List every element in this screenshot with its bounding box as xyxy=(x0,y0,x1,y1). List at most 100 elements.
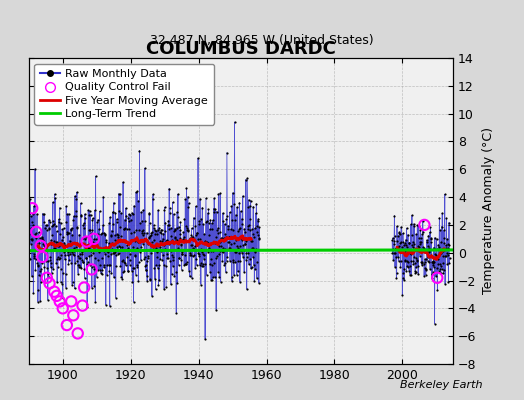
Point xyxy=(97,255,106,261)
Point xyxy=(214,225,222,231)
Point xyxy=(160,206,169,213)
Point xyxy=(59,295,67,302)
Point xyxy=(239,254,247,260)
Point xyxy=(61,252,69,258)
Point xyxy=(31,267,39,273)
Point xyxy=(222,258,231,264)
Point xyxy=(169,257,178,263)
Point xyxy=(210,195,219,202)
Point xyxy=(413,258,421,264)
Point xyxy=(146,233,155,240)
Point xyxy=(106,214,114,220)
Point xyxy=(28,236,36,242)
Point xyxy=(163,255,172,261)
Point xyxy=(199,260,207,267)
Point xyxy=(128,247,136,253)
Point xyxy=(107,251,115,258)
Point xyxy=(88,266,96,273)
Point xyxy=(396,240,404,246)
Point xyxy=(147,232,155,238)
Point xyxy=(100,264,108,270)
Point xyxy=(40,218,48,225)
Point xyxy=(33,259,41,266)
Point xyxy=(444,278,453,285)
Point xyxy=(179,236,188,243)
Point xyxy=(139,230,148,236)
Point xyxy=(244,250,252,256)
Point xyxy=(254,234,263,241)
Point xyxy=(227,241,235,248)
Point xyxy=(190,246,198,252)
Point xyxy=(209,248,217,255)
Point xyxy=(121,226,129,232)
Point xyxy=(391,264,399,270)
Point xyxy=(43,222,51,228)
Point xyxy=(154,207,162,214)
Point xyxy=(191,243,199,250)
Point xyxy=(70,244,79,251)
Point xyxy=(225,209,234,216)
Point xyxy=(111,236,119,243)
Point xyxy=(86,261,94,268)
Point xyxy=(103,262,112,268)
Point xyxy=(59,225,68,232)
Point xyxy=(99,222,107,228)
Point xyxy=(432,252,440,258)
Point xyxy=(41,222,50,228)
Point xyxy=(149,191,157,198)
Point xyxy=(107,233,115,239)
Point xyxy=(225,245,233,251)
Point xyxy=(80,284,89,291)
Point xyxy=(74,270,82,277)
Point xyxy=(165,222,173,228)
Point xyxy=(106,232,115,238)
Point xyxy=(403,263,411,269)
Point xyxy=(70,252,78,258)
Point xyxy=(418,260,427,266)
Point xyxy=(249,245,258,252)
Point xyxy=(419,244,428,251)
Point xyxy=(414,271,422,277)
Point xyxy=(215,238,224,245)
Point xyxy=(442,242,450,248)
Point xyxy=(95,208,104,215)
Point xyxy=(125,251,134,257)
Point xyxy=(64,261,73,268)
Point xyxy=(93,242,101,248)
Point xyxy=(108,246,116,253)
Point xyxy=(190,252,199,258)
Point xyxy=(42,226,51,233)
Point xyxy=(198,204,206,211)
Point xyxy=(400,248,409,254)
Point xyxy=(127,267,136,274)
Point xyxy=(429,268,437,275)
Point xyxy=(181,252,189,258)
Point xyxy=(30,255,39,262)
Point xyxy=(65,230,73,236)
Point xyxy=(207,276,215,283)
Point xyxy=(144,241,152,247)
Point xyxy=(72,196,81,202)
Point xyxy=(185,268,193,274)
Point xyxy=(400,266,409,272)
Point xyxy=(242,238,250,244)
Point xyxy=(199,221,208,228)
Point xyxy=(427,252,435,258)
Point xyxy=(234,244,242,251)
Point xyxy=(175,255,183,261)
Point xyxy=(126,257,134,263)
Point xyxy=(134,197,142,204)
Point xyxy=(135,227,143,234)
Point xyxy=(434,255,442,262)
Point xyxy=(134,278,143,284)
Point xyxy=(423,239,431,246)
Point xyxy=(251,266,259,272)
Point xyxy=(129,244,137,250)
Point xyxy=(123,242,132,248)
Point xyxy=(143,272,151,279)
Point xyxy=(131,252,139,258)
Point xyxy=(46,257,54,263)
Point xyxy=(183,225,191,231)
Point xyxy=(128,278,137,285)
Point xyxy=(122,238,130,245)
